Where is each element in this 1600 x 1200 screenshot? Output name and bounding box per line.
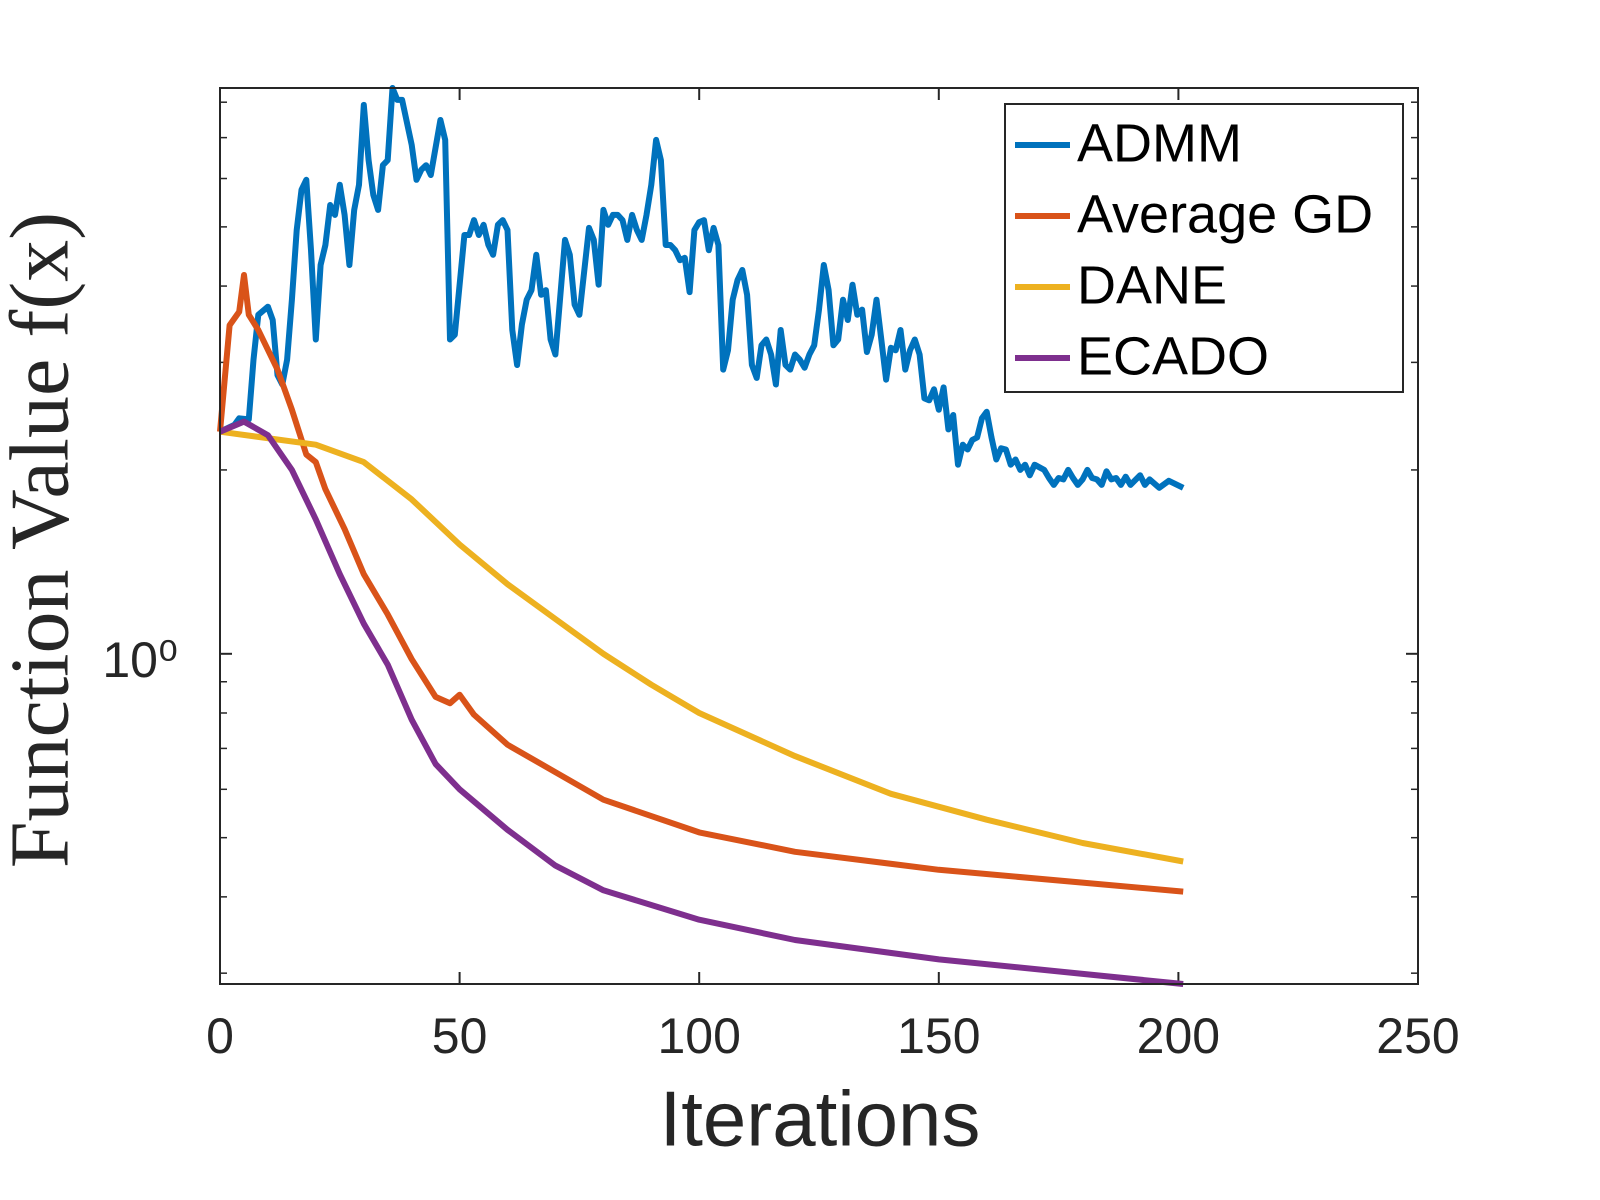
y-tick-label: 10⁰ [102, 632, 178, 688]
plot-frame [219, 87, 1419, 985]
y-axis-label: Function Value f(x) [0, 212, 86, 868]
x-tick-label: 0 [206, 1008, 234, 1064]
series-line [218, 418, 1184, 987]
legend-box [1004, 103, 1404, 393]
x-tick-label: 150 [897, 1008, 980, 1064]
legend-label: Average GD [1077, 184, 1373, 244]
legend-label: DANE [1077, 255, 1227, 315]
x-tick-label: 200 [1137, 1008, 1220, 1064]
x-tick-label: 100 [657, 1008, 740, 1064]
legend-label: ECADO [1077, 326, 1269, 386]
series-line [218, 85, 1185, 491]
x-tick-label: 50 [432, 1008, 488, 1064]
legend-label: ADMM [1077, 113, 1242, 173]
x-axis-label: Iterations [660, 1075, 981, 1163]
series-line [217, 272, 1184, 895]
x-tick-label: 250 [1376, 1008, 1459, 1064]
series-line [219, 428, 1184, 865]
